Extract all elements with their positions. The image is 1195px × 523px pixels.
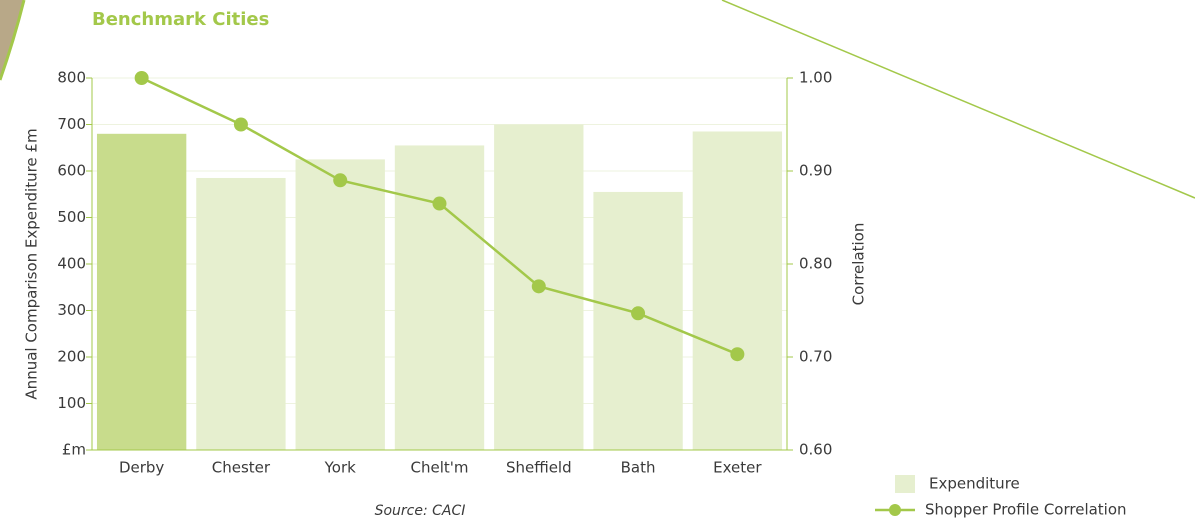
x-tick-label: Derby [119,459,164,477]
bar [196,178,285,450]
x-tick-label: Bath [621,459,656,477]
y-tick-label: 400 [57,255,86,273]
y-tick-label: 800 [57,69,86,87]
point [730,347,744,361]
point [333,173,347,187]
x-tick-label: Sheffield [506,459,572,477]
y-tick-label: 200 [57,348,86,366]
y2-tick-label: 0.60 [799,441,832,459]
legend-swatch [895,475,915,493]
x-tick-label: Exeter [713,459,762,477]
decor-line [722,0,1195,198]
y2-tick-label: 0.70 [799,348,832,366]
y2-tick-label: 1.00 [799,69,832,87]
point [135,71,149,85]
y-tick-label: 300 [57,301,86,319]
y-tick-label: 100 [57,394,86,412]
point [532,279,546,293]
source-note: Source: CACI [375,503,466,519]
y2-tick-label: 0.80 [799,255,832,273]
x-tick-label: Chester [212,459,271,477]
chart: Benchmark Cities Annual Comparison Expen… [0,0,1195,523]
y-tick-label: 700 [57,115,86,133]
bar [395,145,484,450]
y-axis-label: Annual Comparison Expenditure £m [23,128,41,399]
legend-swatch [889,504,901,516]
bar [693,131,782,450]
y-tick-label: 600 [57,162,86,180]
legend-label: Expenditure [929,475,1020,493]
point [433,197,447,211]
legend-label: Shopper Profile Correlation [925,501,1127,519]
y2-axis-label: Correlation [850,223,868,306]
y2-tick-label: 0.90 [799,162,832,180]
bar [593,192,682,450]
point [234,118,248,132]
x-tick-label: Chelt'm [411,459,469,477]
x-tick-label: York [324,459,357,477]
bar [296,159,385,450]
y-tick-label: £m [62,441,86,459]
point [631,306,645,320]
chart-title: Benchmark Cities [92,9,269,30]
y-tick-label: 500 [57,208,86,226]
bar [97,134,186,450]
